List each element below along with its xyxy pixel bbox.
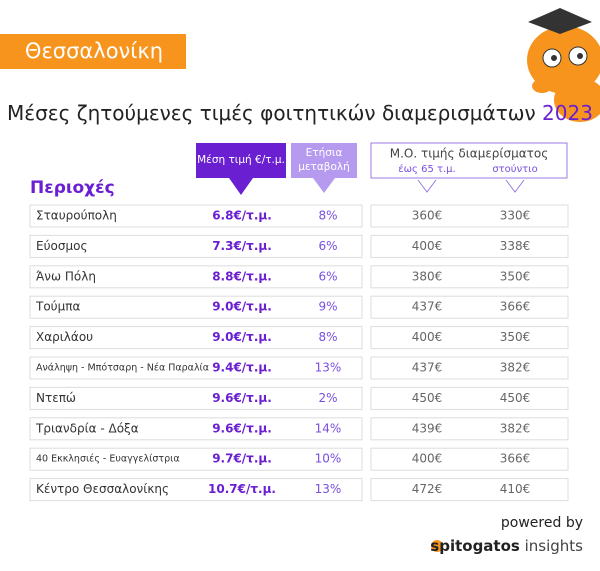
row-box [370, 356, 569, 380]
price: 9.6€/τ.μ. [212, 421, 272, 435]
row-box [370, 234, 569, 258]
row-box [370, 265, 569, 289]
change: 8% [318, 330, 337, 344]
area: Τριανδρία - Δόξα [35, 421, 139, 435]
area-header: Περιοχές [30, 178, 115, 198]
logo-icon [431, 540, 443, 552]
studio: 450€ [500, 391, 531, 405]
price: 9.0€/τ.μ. [212, 330, 272, 344]
area: Εύοσμος [36, 239, 88, 253]
area: Ανάληψη - Μπότσαρη - Νέα Παραλία [36, 363, 209, 374]
title: Μέσες ζητούμενες τιμές φοιτητικών διαμερ… [7, 101, 593, 125]
studio: 366€ [500, 300, 531, 314]
row-box [370, 204, 569, 228]
price: 8.8€/τ.μ. [212, 269, 272, 283]
brand-suffix: insights [525, 537, 584, 555]
price: 9.6€/τ.μ. [212, 391, 272, 405]
row-box [29, 447, 363, 471]
area: Σταυρούπολη [36, 209, 117, 223]
change: 14% [315, 421, 342, 435]
studio: 382€ [500, 361, 531, 375]
studio: 410€ [500, 482, 531, 496]
area: Τούμπα [35, 300, 80, 314]
powered-by: powered by [501, 515, 583, 531]
price: 9.0€/τ.μ. [212, 300, 272, 314]
price-header-box [196, 143, 286, 178]
apartment-header: Μ.Ο. τιμής διαμερίσματος [390, 147, 549, 161]
row-box [29, 417, 363, 441]
studio: 350€ [500, 269, 531, 283]
studio: 338€ [500, 239, 531, 253]
studio: 350€ [500, 330, 531, 344]
studio-header: στούντιο [492, 163, 537, 175]
change: 6% [318, 239, 337, 253]
mascot [527, 8, 600, 122]
row-box [370, 326, 569, 350]
row-box [29, 265, 363, 289]
row-box [370, 447, 569, 471]
row-box [29, 386, 363, 410]
city: Θεσσαλονίκη [25, 39, 163, 63]
brand-name: spitogatos [430, 537, 520, 555]
title-text: Μέσες ζητούμενες τιμές φοιτητικών διαμερ… [7, 101, 536, 125]
row-box [370, 295, 569, 319]
row-box [370, 417, 569, 441]
row-box [29, 478, 363, 502]
upto65-header: έως 65 τ.μ. [398, 163, 455, 175]
price: 9.4€/τ.μ. [212, 361, 272, 375]
row-box [29, 356, 363, 380]
row-box [29, 326, 363, 350]
row-box [29, 295, 363, 319]
brand: spitogatos insights [430, 537, 583, 555]
change-header: Ετήσια [306, 147, 343, 159]
city-badge [0, 34, 186, 69]
change: 8% [318, 209, 337, 223]
upto65: 472€ [412, 482, 443, 496]
price: 7.3€/τ.μ. [212, 239, 272, 253]
arrow [229, 178, 253, 195]
upto65: 439€ [412, 421, 443, 435]
area: 40 Εκκλησιές - Ευαγγελίστρια [36, 454, 180, 465]
area: Άνω Πόλη [36, 269, 96, 283]
change: 9% [318, 300, 337, 314]
studio: 382€ [500, 421, 531, 435]
arrow [313, 178, 335, 193]
upto65: 400€ [412, 239, 443, 253]
price: 10.7€/τ.μ. [208, 482, 276, 496]
price: 9.7€/τ.μ. [212, 452, 272, 466]
row-box [29, 234, 363, 258]
price-header: Μέση τιμή €/τ.μ. [197, 154, 285, 166]
change: 13% [315, 482, 342, 496]
change-header-box [291, 143, 357, 178]
area: Ντεπώ [36, 391, 76, 405]
price: 6.8€/τ.μ. [212, 209, 272, 223]
area: Κέντρο Θεσσαλονίκης [36, 482, 169, 496]
upto65: 400€ [412, 452, 443, 466]
row-box [370, 386, 569, 410]
change: 10% [315, 452, 342, 466]
upto65: 360€ [412, 209, 443, 223]
change: 6% [318, 269, 337, 283]
apartment-header-box [370, 142, 568, 179]
upto65: 437€ [412, 300, 443, 314]
change: 13% [315, 361, 342, 375]
row-box [370, 478, 569, 502]
row-box [29, 204, 363, 228]
arrows [417, 179, 525, 193]
upto65: 450€ [412, 391, 443, 405]
area: Χαριλάου [36, 330, 93, 344]
upto65: 380€ [412, 269, 443, 283]
studio: 330€ [500, 209, 531, 223]
change: 2% [318, 391, 337, 405]
title-year: 2023 [542, 101, 593, 125]
upto65: 437€ [412, 361, 443, 375]
studio: 366€ [500, 452, 531, 466]
change-header: μεταβολή [298, 161, 350, 173]
upto65: 400€ [412, 330, 443, 344]
